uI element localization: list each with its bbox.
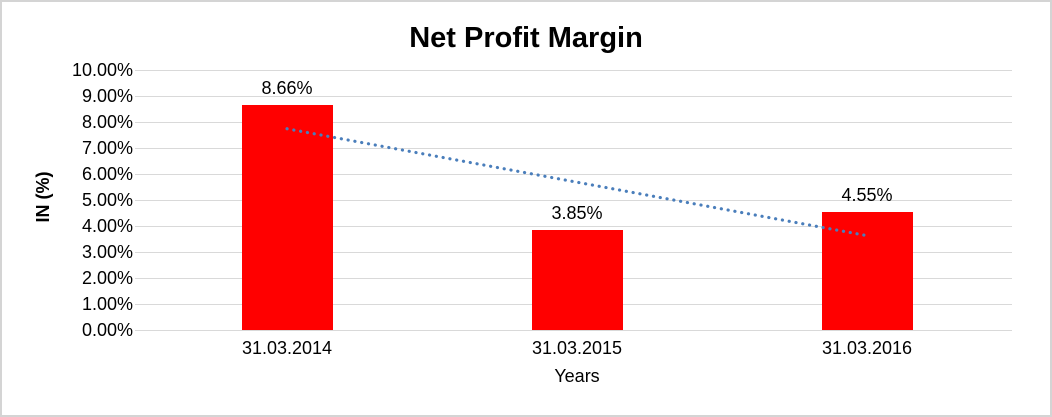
x-axis-tick-label: 31.03.2015 — [531, 338, 623, 358]
gridline — [142, 226, 1012, 227]
gridline — [142, 122, 1012, 123]
bar: 3.85% — [531, 203, 623, 330]
y-axis-tick-mark — [135, 148, 142, 149]
bar-data-label: 4.55% — [841, 184, 893, 205]
y-axis-tick-mark — [135, 226, 142, 227]
y-axis-tick-label: 0.00% — [81, 320, 133, 340]
y-axis-tick-mark — [135, 252, 142, 253]
y-axis-tick-label: 8.00% — [81, 112, 133, 132]
x-axis-tick-label: 31.03.2016 — [821, 338, 913, 358]
y-axis-tick-mark — [135, 304, 142, 305]
x-axis-title: Years — [554, 366, 600, 386]
y-axis-tick-label: 2.00% — [81, 268, 133, 288]
y-axis-tick-label: 7.00% — [81, 138, 133, 158]
plot-area: 8.66% 3.85% 4.55% — [142, 70, 1012, 331]
y-axis-tick-label: 4.00% — [81, 216, 133, 236]
y-axis-tick-mark — [135, 174, 142, 175]
chart-title: Net Profit Margin — [409, 22, 643, 54]
gridline — [142, 174, 1012, 175]
y-axis-tick-mark — [135, 200, 142, 201]
y-axis-tick-label: 1.00% — [81, 294, 133, 314]
y-axis-tick-label: 5.00% — [81, 190, 133, 210]
bar: 4.55% — [821, 185, 913, 330]
bar-data-label: 3.85% — [551, 202, 603, 223]
y-axis-tick-label: 6.00% — [81, 164, 133, 184]
gridline — [142, 96, 1012, 97]
gridline — [142, 330, 1012, 331]
gridline — [142, 148, 1012, 149]
bar-data-label: 8.66% — [261, 77, 313, 98]
y-axis-tick-label: 3.00% — [81, 242, 133, 262]
y-axis-tick-mark — [135, 70, 142, 71]
trendline-path — [285, 127, 869, 238]
y-axis-tick-mark — [135, 330, 142, 331]
bar-rect — [531, 229, 623, 330]
y-axis-tick-label: 10.00% — [71, 60, 133, 80]
y-axis-tick-mark — [135, 122, 142, 123]
gridline — [142, 70, 1012, 71]
x-axis-tick-label: 31.03.2014 — [241, 338, 333, 358]
y-axis-tick-mark — [135, 96, 142, 97]
y-axis-tick-label: 9.00% — [81, 86, 133, 106]
trendline — [285, 127, 869, 238]
bar: 8.66% — [241, 78, 333, 330]
y-axis-tick-mark — [135, 278, 142, 279]
gridline — [142, 200, 1012, 201]
bar-rect — [241, 104, 333, 330]
